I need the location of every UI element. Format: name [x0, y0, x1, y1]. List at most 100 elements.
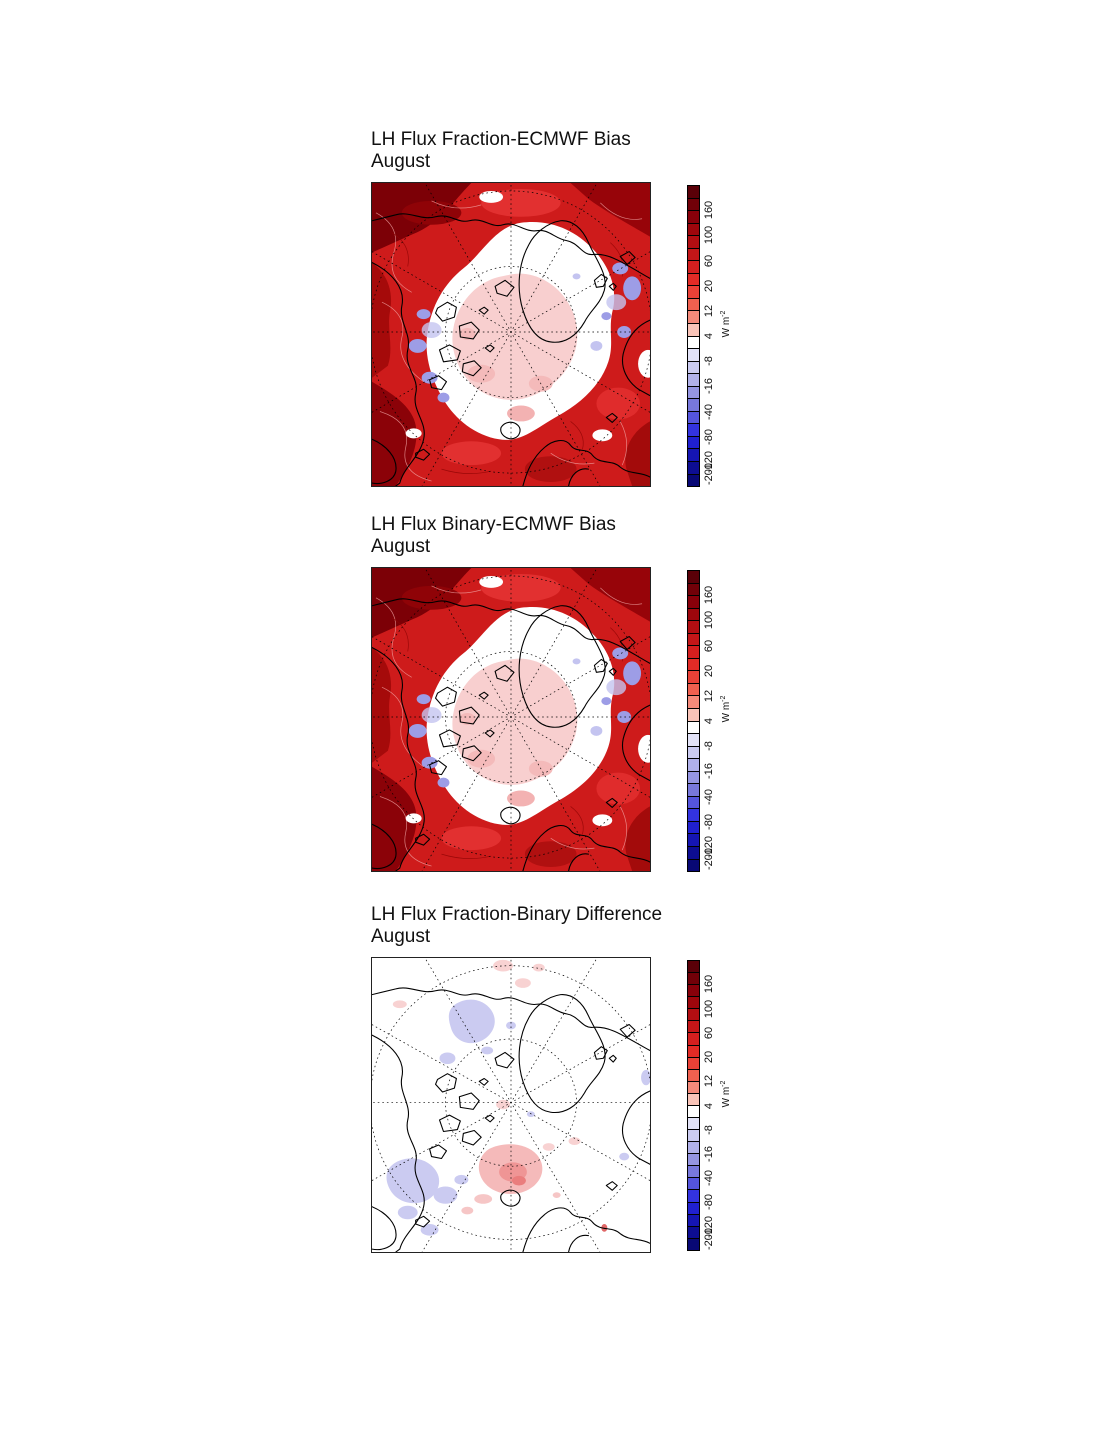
colorbar-segment	[688, 336, 699, 350]
colorbar-segment	[688, 286, 699, 299]
colorbar-tick-label: -200	[703, 463, 715, 486]
colorbar-segments	[687, 185, 700, 487]
colorbar-segment	[688, 997, 699, 1010]
colorbar-tick-label: 100	[703, 611, 715, 630]
panel-1-title-line2: August	[371, 151, 431, 172]
colorbar-segment	[688, 1057, 699, 1070]
colorbar-segment	[688, 784, 699, 797]
colorbar-segment	[688, 1118, 699, 1131]
panel-2-title-line2: August	[371, 536, 431, 557]
colorbar-tick-label: -40	[703, 1170, 715, 1187]
colorbar-tick-label: -40	[703, 788, 715, 805]
colorbar-segments	[687, 960, 700, 1251]
colorbar-segment	[688, 985, 699, 998]
colorbar-segment	[688, 1166, 699, 1179]
colorbar-segment	[688, 211, 699, 224]
colorbar-segment	[688, 424, 699, 437]
panel-2-title-line1: LH Flux Binary-ECMWF Bias	[371, 514, 616, 535]
colorbar-tick-label: -80	[703, 1194, 715, 1211]
difference-color-field	[372, 958, 650, 1252]
colorbar-segment	[688, 583, 699, 597]
colorbar-segment	[688, 834, 699, 848]
colorbar-tick-label: 12	[703, 304, 715, 318]
colorbar-segment	[688, 1142, 699, 1155]
colorbar-segment	[688, 746, 699, 760]
colorbar-tick-label: 60	[703, 1026, 715, 1039]
panel-2-title: LH Flux Binary-ECMWF Bias August	[371, 514, 616, 558]
panel-1-title-line1: LH Flux Fraction-ECMWF Bias	[371, 129, 631, 150]
colorbar-segment	[688, 1021, 699, 1034]
colorbar-segment	[688, 462, 699, 475]
colorbar-panel-3: 160 100 60 20 12 4 -8 -16 -40 -80 -120 -200 W m-2	[687, 960, 747, 1251]
colorbar-segment	[688, 596, 699, 609]
colorbar-segment	[688, 1226, 699, 1239]
colorbar-tick-label: -16	[703, 378, 715, 395]
colorbar-tick-label: 12	[703, 689, 715, 703]
colorbar-segment	[688, 1033, 699, 1046]
colorbar-segment	[688, 709, 699, 722]
colorbar-segment	[688, 633, 699, 647]
colorbar-segment	[688, 1154, 699, 1167]
colorbar-segment	[688, 671, 699, 684]
colorbar-tick-label: 20	[703, 664, 715, 677]
colorbar-segment	[688, 449, 699, 463]
colorbar-segment	[688, 1045, 699, 1058]
colorbar-segment	[688, 759, 699, 772]
colorbar-segment	[688, 973, 699, 986]
colorbar-segment	[688, 721, 699, 735]
colorbar-tick-label: -80	[703, 428, 715, 445]
colorbar-tick-label: -200	[703, 848, 715, 871]
colorbar-segment	[688, 571, 699, 584]
colorbar-segment	[688, 1093, 699, 1106]
colorbar-segment	[688, 386, 699, 400]
colorbar-segment	[688, 236, 699, 249]
colorbar-tick-label: 100	[703, 226, 715, 245]
colorbar-segment	[688, 349, 699, 362]
panel-3-title: LH Flux Fraction-Binary Difference Augus…	[371, 904, 662, 948]
colorbar-tick-label: 160	[703, 974, 715, 994]
colorbar-tick-label: 60	[703, 254, 715, 267]
colorbar-segment	[688, 1081, 699, 1094]
colorbar-segment	[688, 186, 699, 199]
colorbar-tick-label: 60	[703, 639, 715, 652]
panel-1-title: LH Flux Fraction-ECMWF Bias August	[371, 129, 631, 173]
colorbar-segment	[688, 474, 699, 487]
map-panel-3-fraction-binary-difference	[371, 957, 651, 1253]
colorbar-segment	[688, 198, 699, 212]
colorbar-segment	[688, 411, 699, 425]
colorbar-tick-label: 100	[703, 999, 715, 1018]
colorbar-segment	[688, 261, 699, 274]
colorbar-segment	[688, 1238, 699, 1250]
colorbar-tick-label: 20	[703, 279, 715, 292]
colorbar-tick-label: -16	[703, 763, 715, 780]
colorbar-segment	[688, 696, 699, 710]
colorbar-segment	[688, 1178, 699, 1191]
colorbar-segment	[688, 311, 699, 325]
colorbar-tick-label: 4	[703, 1102, 715, 1109]
map-panel-1-fraction-ecmwf-bias	[371, 182, 651, 487]
colorbar-segment	[688, 374, 699, 387]
colorbar-tick-label: 160	[703, 200, 715, 220]
colorbar-segment	[688, 621, 699, 634]
colorbar-segment	[688, 399, 699, 412]
colorbar-tick-label: 4	[703, 332, 715, 340]
colorbar-segment	[688, 796, 699, 810]
colorbar-segment	[688, 683, 699, 697]
colorbar-tick-label: -40	[703, 403, 715, 420]
colorbar-tick-label: 12	[703, 1075, 715, 1088]
colorbar-segment	[688, 1009, 699, 1022]
colorbar-segment	[688, 859, 699, 872]
panel-3-title-line2: August	[371, 926, 431, 947]
colorbar-unit-label: W m-2	[719, 695, 733, 723]
colorbar-segment	[688, 1214, 699, 1227]
colorbar-segment	[688, 273, 699, 287]
colorbar-segment	[688, 1069, 699, 1082]
colorbar-segments	[687, 570, 700, 872]
colorbar-segment	[688, 1202, 699, 1215]
colorbar-segment	[688, 223, 699, 237]
colorbar-tick-label: -200	[703, 1227, 715, 1250]
colorbar-segment	[688, 324, 699, 337]
map-panel-2-binary-ecmwf-bias	[371, 567, 651, 872]
colorbar-tick-label: 4	[703, 717, 715, 725]
colorbar-segment	[688, 646, 699, 659]
